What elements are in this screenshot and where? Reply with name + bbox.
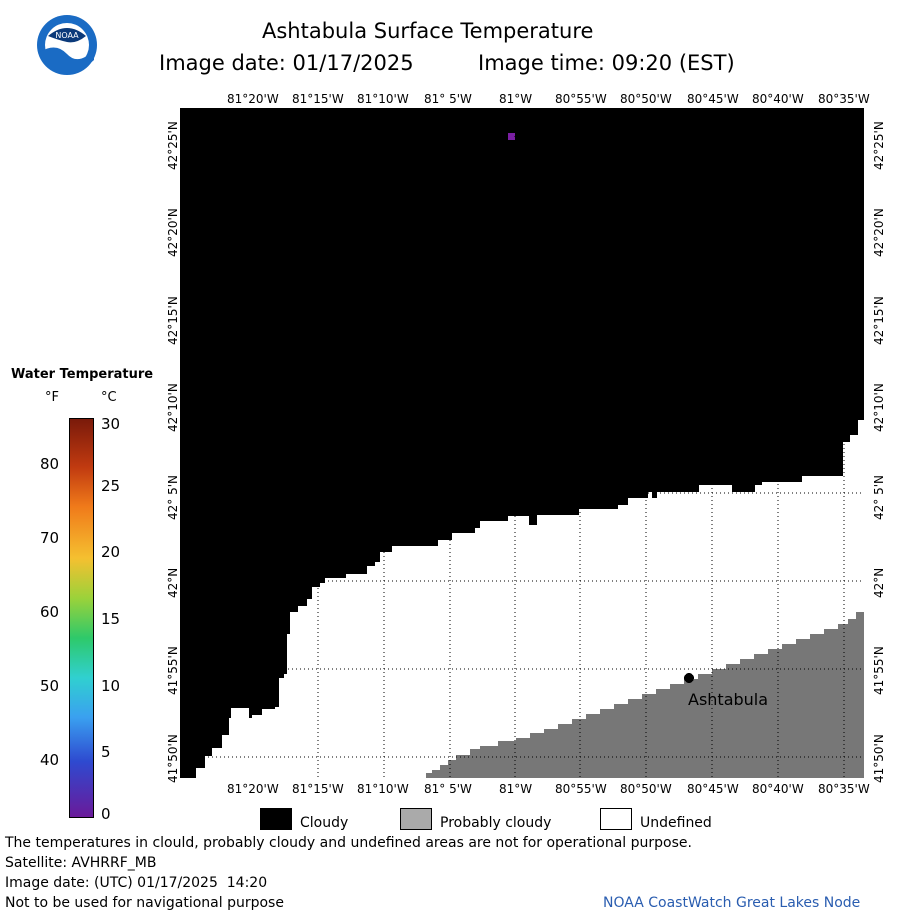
legend-label-undefined: Undefined [640, 815, 712, 831]
lon-label: 80°40'W [752, 782, 804, 796]
lat-label: 42°N [166, 567, 180, 598]
page-title: Ashtabula Surface Temperature [262, 19, 594, 43]
scale-tick-f: 70 [40, 529, 60, 547]
city-label: Ashtabula [688, 690, 769, 709]
lon-label: 81° 5'W [424, 782, 472, 796]
lon-label: 80°50'W [620, 92, 672, 106]
scale-tick-f: 40 [40, 751, 60, 769]
scale-tick-c: 30 [101, 415, 121, 433]
cloudy-region [180, 108, 864, 778]
scale-unit-f: °F [45, 390, 59, 405]
land-region [426, 612, 864, 778]
lon-label: 81°20'W [227, 92, 279, 106]
lat-label: 42°15'N [872, 296, 886, 345]
scale-tick-c: 20 [101, 543, 121, 561]
lat-label: 42°15'N [166, 296, 180, 345]
scale-unit-c: °C [101, 390, 117, 405]
lat-label: 42°25'N [872, 121, 886, 170]
noaa-logo: NOAA [36, 14, 98, 76]
lon-label: 81°W [499, 782, 533, 796]
lat-label: 42°20'N [166, 208, 180, 257]
lat-label: 41°55'N [166, 646, 180, 695]
svg-text:NOAA: NOAA [55, 31, 79, 40]
footer-note: The temperatures in clould, probably clo… [5, 835, 692, 851]
lon-label: 81°10'W [357, 92, 409, 106]
marker-dot-purple [508, 133, 515, 140]
lat-label: 41°50'N [166, 734, 180, 783]
footer-utc-date: Image date: (UTC) 01/17/2025 14:20 [5, 875, 268, 891]
lon-label: 81°20'W [227, 782, 279, 796]
scale-tick-c: 15 [101, 610, 121, 628]
scale-tick-c: 10 [101, 677, 121, 695]
lon-label: 80°55'W [555, 782, 607, 796]
scale-tick-f: 80 [40, 455, 60, 473]
lon-label: 80°35'W [818, 782, 870, 796]
scale-tick-c: 25 [101, 477, 121, 495]
lat-label: 42° 5'N [166, 475, 180, 520]
lon-label: 80°45'W [687, 92, 739, 106]
lon-label: 80°40'W [752, 92, 804, 106]
footer-nav-note: Not to be used for navigational purpose [5, 895, 284, 911]
lon-label: 81°15'W [292, 92, 344, 106]
lon-label: 81°10'W [357, 782, 409, 796]
scale-tick-f: 60 [40, 603, 60, 621]
lon-label: 80°50'W [620, 782, 672, 796]
legend-label-cloudy: Cloudy [300, 815, 349, 831]
ashtabula-city-dot [684, 673, 694, 683]
footer-credit: NOAA CoastWatch Great Lakes Node [603, 895, 861, 911]
lon-label: 80°35'W [818, 92, 870, 106]
lat-label: 41°55'N [872, 646, 886, 695]
lat-label: 42°10'N [166, 383, 180, 432]
lat-label: 42°10'N [872, 383, 886, 432]
lon-label: 81°15'W [292, 782, 344, 796]
legend-label-probably-cloudy: Probably cloudy [440, 815, 552, 831]
scale-tick-c: 5 [101, 743, 111, 761]
footer-satellite: Satellite: AVHRRF_MB [5, 855, 157, 871]
legend-swatch-cloudy [260, 808, 292, 830]
color-scale-bar [69, 418, 94, 818]
lon-label: 80°45'W [687, 782, 739, 796]
map-image [180, 108, 864, 778]
lon-label: 80°55'W [555, 92, 607, 106]
scale-tick-f: 50 [40, 677, 60, 695]
legend-swatch-undefined [600, 808, 632, 830]
lat-label: 42° 5'N [872, 475, 886, 520]
scale-title: Water Temperature [11, 367, 154, 382]
lon-label: 81°W [499, 92, 533, 106]
image-time: Image time: 09:20 (EST) [478, 51, 735, 75]
lat-label: 42°25'N [166, 121, 180, 170]
lat-label: 42°20'N [872, 208, 886, 257]
legend-swatch-probably-cloudy [400, 808, 432, 830]
scale-tick-c: 0 [101, 805, 111, 823]
lon-label: 81° 5'W [424, 92, 472, 106]
lat-label: 41°50'N [872, 734, 886, 783]
lat-label: 42°N [872, 567, 886, 598]
image-date: Image date: 01/17/2025 [159, 51, 414, 75]
